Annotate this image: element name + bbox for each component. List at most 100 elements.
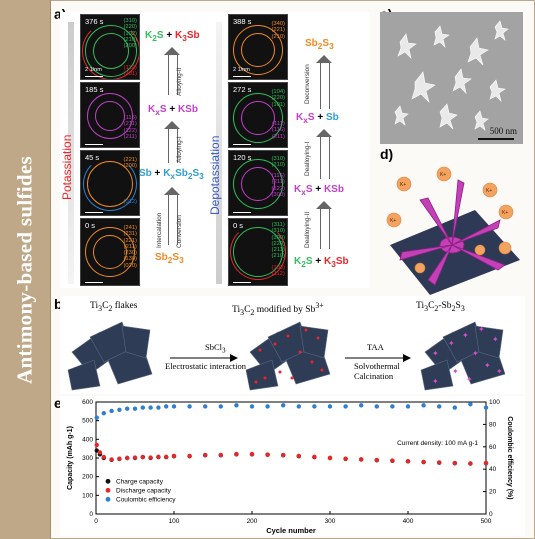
discharge-capacity-point bbox=[281, 452, 286, 458]
x-axis-label: Cycle number bbox=[266, 526, 316, 535]
annotation: Current density: 100 mA g-1 bbox=[397, 440, 478, 447]
tem-time: 185 s bbox=[85, 85, 104, 94]
legend-marker bbox=[105, 487, 111, 493]
indices-orange: (241) (231) (221) (211) (230) (130) (020… bbox=[123, 225, 137, 269]
coulombic-efficiency-point bbox=[140, 405, 145, 410]
tem-frame-left-4: 0 s (241) (231) (221) (211) (230) (130) … bbox=[80, 218, 140, 286]
coulombic-efficiency-point bbox=[117, 407, 122, 413]
reaction-right-2: KxS + Sb bbox=[296, 112, 339, 125]
modified-label: Ti3C2 modified by Sb3+ bbox=[232, 301, 324, 318]
coulombic-efficiency-point bbox=[468, 402, 473, 407]
svg-text:✦: ✦ bbox=[496, 367, 503, 376]
potassiation-arrow bbox=[68, 22, 74, 284]
discharge-capacity-point bbox=[187, 453, 192, 459]
discharge-capacity-point bbox=[218, 452, 223, 458]
y2-tick-label: 100 bbox=[489, 399, 500, 406]
scale-text: 2 1/nm bbox=[233, 67, 250, 73]
coulombic-efficiency-point bbox=[171, 404, 177, 409]
x-tick-label: 100 bbox=[169, 518, 180, 525]
scale-bar bbox=[233, 281, 251, 283]
coulombic-efficiency-point bbox=[281, 403, 286, 408]
sem-scalebar-label: 500 nm bbox=[489, 126, 517, 136]
svg-text:K+: K+ bbox=[440, 172, 446, 178]
svg-text:✦: ✦ bbox=[432, 377, 439, 386]
x-tick-label: 300 bbox=[325, 518, 336, 525]
discharge-capacity-point bbox=[164, 454, 169, 460]
svg-text:✦: ✦ bbox=[448, 339, 455, 348]
svg-text:K+: K+ bbox=[486, 188, 492, 194]
scale-bar bbox=[85, 143, 103, 145]
k-ion-illustration: K+ K+ K+ K+ K+ bbox=[380, 150, 523, 296]
svg-text:✦: ✦ bbox=[478, 325, 485, 334]
y2-axis-label: Coulombic efficiency (%) bbox=[506, 416, 513, 499]
scale-bar bbox=[233, 211, 251, 213]
coulombic-efficiency-point bbox=[125, 406, 130, 411]
tem-time: 388 s bbox=[233, 17, 252, 26]
depotassiation-arrow bbox=[216, 22, 222, 284]
depotassiation-label: Depotassiation bbox=[208, 135, 222, 215]
tem-time: 0 s bbox=[85, 221, 96, 230]
coulombic-efficiency-point bbox=[234, 403, 239, 408]
step-label: Intercalation bbox=[156, 212, 163, 248]
discharge-capacity-point bbox=[296, 453, 301, 459]
y2-tick-label: 0 bbox=[489, 511, 493, 518]
step-label: Conversion bbox=[176, 215, 183, 248]
discharge-capacity-point bbox=[156, 454, 161, 460]
y2-tick-label: 80 bbox=[489, 421, 497, 428]
coulombic-efficiency-point bbox=[148, 405, 153, 410]
sem-image: 500 nm bbox=[380, 12, 523, 144]
scale-bar bbox=[85, 281, 103, 283]
coulombic-efficiency-point bbox=[421, 403, 426, 408]
y-tick-label: 500 bbox=[82, 418, 93, 425]
discharge-capacity-point bbox=[234, 451, 239, 457]
arrow-up-icon bbox=[164, 47, 180, 95]
tem-time: 272 s bbox=[233, 85, 252, 94]
arrow2-top-label: TAA bbox=[367, 342, 384, 352]
panel-e-background bbox=[60, 396, 525, 536]
reaction-right-4: K2S + K3Sb bbox=[294, 256, 349, 269]
step-label: Alloying-II bbox=[176, 67, 183, 96]
step-label: Dealloying-II bbox=[304, 211, 311, 248]
coulombic-efficiency-point bbox=[405, 404, 411, 409]
indices-purple: (111) (116) (211) bbox=[271, 121, 285, 140]
arrow-up-icon bbox=[164, 187, 180, 245]
indices-red: (112) (201) bbox=[123, 65, 137, 78]
cycling-chart: 0 100 200 300 400 500010020030040050060002040… bbox=[67, 399, 513, 535]
tem-frame-right-3: 120 s (310) (210) (116) (211) (122) (300… bbox=[228, 150, 288, 216]
tem-frame-right-1: 388 s (340) (221) (210) 2 1/nm bbox=[228, 14, 288, 80]
coulombic-efficiency-point bbox=[132, 406, 138, 411]
step-label: Dealloying-I bbox=[304, 141, 311, 176]
coulombic-efficiency-point bbox=[156, 405, 161, 410]
tem-time: 45 s bbox=[85, 153, 100, 162]
panel-label-d: d) bbox=[380, 146, 394, 162]
coulombic-efficiency-point bbox=[101, 411, 106, 416]
arrow2-bottom-label-1: Solvothermal bbox=[354, 361, 400, 371]
discharge-capacity-point bbox=[148, 455, 153, 460]
discharge-capacity-point bbox=[265, 452, 270, 457]
y-tick-label: 600 bbox=[82, 399, 93, 406]
sidebar: Antimony-based sulfides bbox=[0, 0, 51, 539]
indices-red: (103) (112) bbox=[271, 265, 285, 278]
discharge-capacity-point bbox=[327, 455, 333, 461]
arrow1-top-label: SbCl3 bbox=[205, 342, 226, 355]
y-tick-label: 400 bbox=[82, 436, 93, 443]
arrow-up-icon bbox=[164, 121, 180, 163]
discharge-capacity-point bbox=[132, 455, 138, 460]
y2-tick-label: 20 bbox=[489, 489, 497, 496]
step-label: Deconversion bbox=[304, 64, 311, 104]
indices-purple: (116) (211) (122) (211) bbox=[123, 115, 137, 140]
discharge-capacity-point bbox=[125, 455, 130, 461]
tem-frame-right-2: 272 s (104) (220) (101) (111) (116) (211… bbox=[228, 82, 288, 148]
svg-text:✦: ✦ bbox=[452, 367, 459, 376]
reaction-right-1: Sb2S3 bbox=[305, 38, 334, 51]
indices-orange: (340) (221) (210) bbox=[271, 21, 285, 40]
discharge-capacity-point bbox=[203, 452, 208, 458]
arrow-up-icon bbox=[316, 55, 332, 109]
svg-text:✦: ✦ bbox=[466, 375, 473, 384]
arrow-up-icon bbox=[316, 201, 332, 249]
scale-bar bbox=[233, 143, 251, 145]
flakes-label: Ti3C2 flakes bbox=[90, 301, 138, 313]
svg-text:✦: ✦ bbox=[484, 361, 491, 370]
discharge-capacity-point bbox=[101, 454, 106, 460]
tem-frame-left-1: 376 s (310) (220) (102) (210) (200) (112… bbox=[80, 14, 140, 80]
